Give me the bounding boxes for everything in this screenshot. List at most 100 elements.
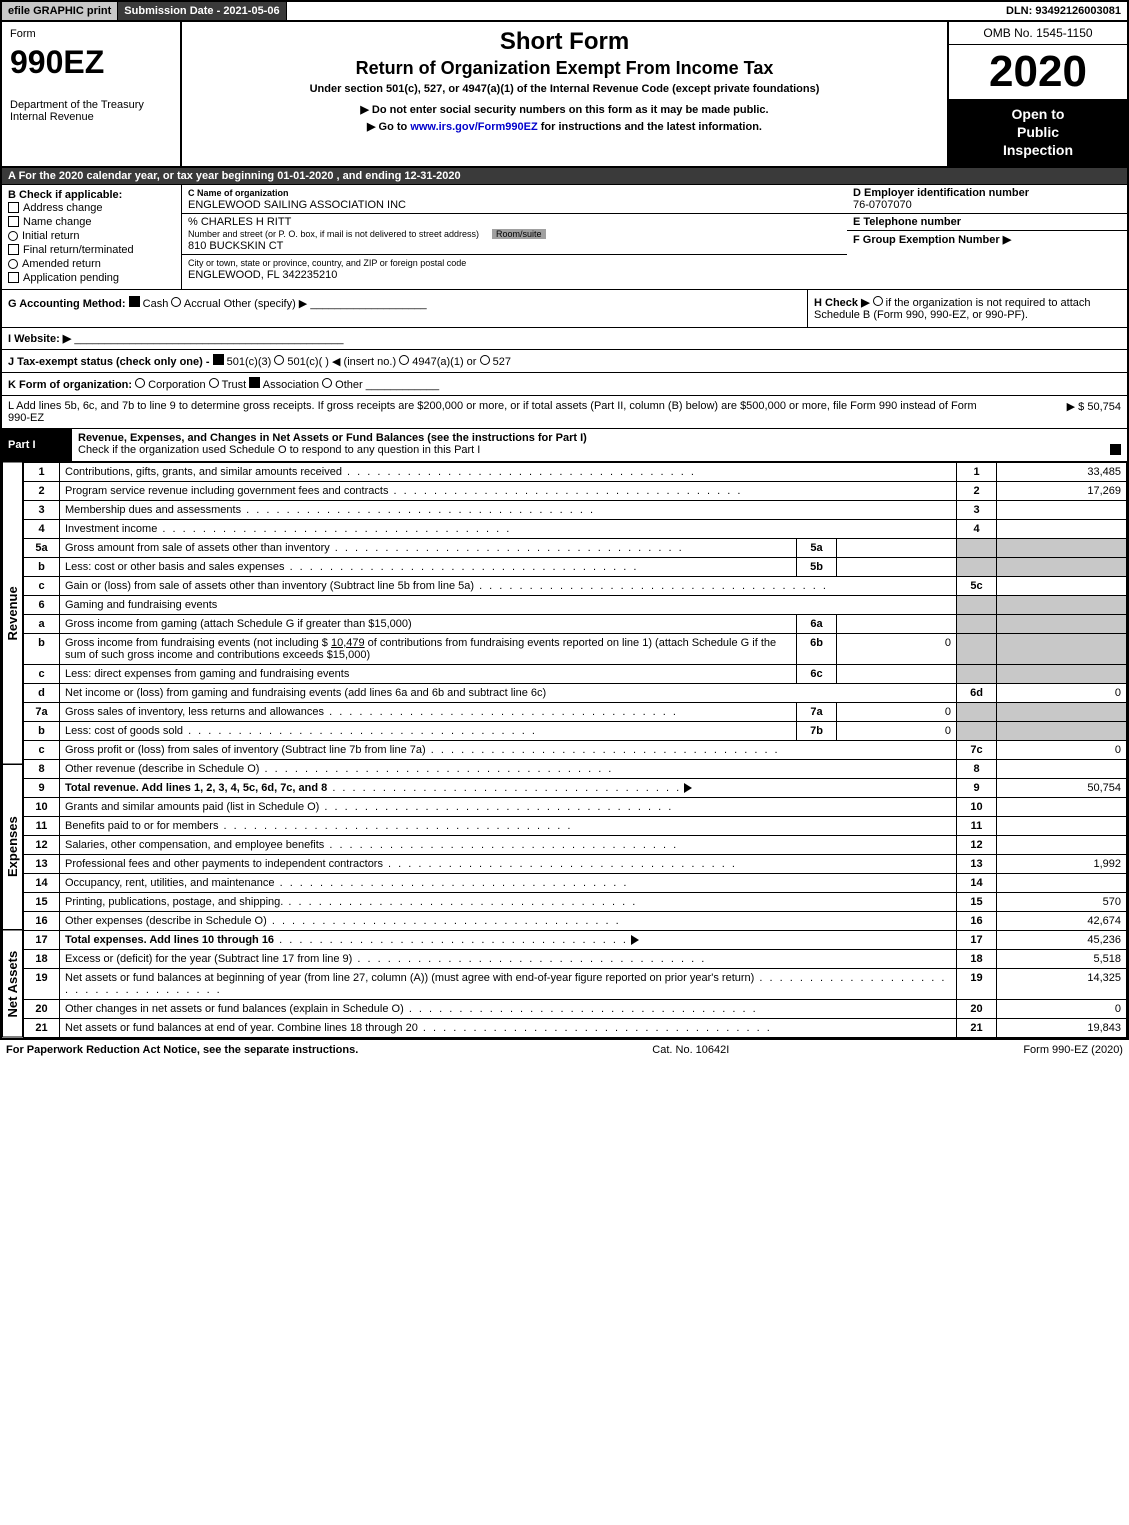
open-line1: Open to xyxy=(1012,106,1065,122)
group-exemption-label: F Group Exemption Number ▶ xyxy=(853,234,1011,246)
chk-corporation[interactable] xyxy=(135,378,145,388)
chk-cash[interactable] xyxy=(129,296,140,307)
line-5a: 5aGross amount from sale of assets other… xyxy=(24,538,1127,557)
goto-post: for instructions and the latest informat… xyxy=(541,121,762,133)
section-c-title: C Name of organization xyxy=(188,188,289,198)
chk-trust[interactable] xyxy=(209,378,219,388)
h-label: H Check ▶ xyxy=(814,297,870,309)
row-g-h: G Accounting Method: Cash Accrual Other … xyxy=(0,290,1129,328)
lbl-corporation: Corporation xyxy=(148,379,205,391)
line-4: 4Investment income4 xyxy=(24,519,1127,538)
org-name: ENGLEWOOD SAILING ASSOCIATION INC xyxy=(188,199,406,211)
dept-label: Department of the Treasury xyxy=(10,99,172,111)
line-16: 16Other expenses (describe in Schedule O… xyxy=(24,911,1127,930)
side-expenses: Expenses xyxy=(2,764,23,930)
line-6d: dNet income or (loss) from gaming and fu… xyxy=(24,683,1127,702)
footer-cat-no: Cat. No. 10642I xyxy=(652,1044,729,1056)
chk-association[interactable] xyxy=(249,377,260,388)
dln-label: DLN: 93492126003081 xyxy=(1000,2,1127,20)
chk-schedule-b[interactable] xyxy=(873,296,883,306)
chk-application-pending[interactable] xyxy=(8,272,19,283)
line-6b: bGross income from fundraising events (n… xyxy=(24,633,1127,664)
open-line3: Inspection xyxy=(1003,142,1073,158)
section-b-title: B Check if applicable: xyxy=(8,189,122,201)
ein-value: 76-0707070 xyxy=(853,199,912,211)
room-suite-label: Room/suite xyxy=(492,229,546,239)
footer-left: For Paperwork Reduction Act Notice, see … xyxy=(6,1044,358,1056)
row-a-tax-year: A For the 2020 calendar year, or tax yea… xyxy=(0,168,1129,185)
line-6b-amount: 10,479 xyxy=(331,637,365,649)
entity-block: B Check if applicable: Address change Na… xyxy=(0,185,1129,290)
chk-schedule-o[interactable] xyxy=(1110,444,1121,455)
lbl-name-change: Name change xyxy=(23,216,92,228)
chk-accrual[interactable] xyxy=(171,297,181,307)
care-of: % CHARLES H RITT xyxy=(188,216,291,228)
l-text: L Add lines 5b, 6c, and 7b to line 9 to … xyxy=(8,400,1001,424)
side-net-assets: Net Assets xyxy=(2,930,23,1038)
lbl-final-return: Final return/terminated xyxy=(23,244,134,256)
line-3: 3Membership dues and assessments3 xyxy=(24,500,1127,519)
sub-title: Under section 501(c), 527, or 4947(a)(1)… xyxy=(190,83,939,95)
street-address: 810 BUCKSKIN CT xyxy=(188,240,283,252)
lbl-501c3: 501(c)(3) xyxy=(227,356,272,368)
line-18: 18Excess or (deficit) for the year (Subt… xyxy=(24,949,1127,968)
side-revenue: Revenue xyxy=(2,462,23,765)
part1-check-text: Check if the organization used Schedule … xyxy=(78,444,480,456)
line-7c: cGross profit or (loss) from sales of in… xyxy=(24,740,1127,759)
chk-initial-return[interactable] xyxy=(8,231,18,241)
line-2: 2Program service revenue including gover… xyxy=(24,481,1127,500)
chk-address-change[interactable] xyxy=(8,202,19,213)
line-6: 6Gaming and fundraising events xyxy=(24,595,1127,614)
lbl-amended-return: Amended return xyxy=(22,258,101,270)
form-word: Form xyxy=(10,28,172,40)
lbl-4947: 4947(a)(1) or xyxy=(412,356,476,368)
line-6c: cLess: direct expenses from gaming and f… xyxy=(24,664,1127,683)
part1-body: Revenue Expenses Net Assets 1Contributio… xyxy=(0,462,1129,1040)
tax-year: 2020 xyxy=(949,45,1127,99)
line-19: 19Net assets or fund balances at beginni… xyxy=(24,968,1127,999)
line-20: 20Other changes in net assets or fund ba… xyxy=(24,999,1127,1018)
row-j: J Tax-exempt status (check only one) - 5… xyxy=(0,350,1129,373)
line-5b: bLess: cost or other basis and sales exp… xyxy=(24,557,1127,576)
line-13: 13Professional fees and other payments t… xyxy=(24,854,1127,873)
form-footer: For Paperwork Reduction Act Notice, see … xyxy=(0,1040,1129,1060)
efile-print-button[interactable]: efile GRAPHIC print xyxy=(2,2,118,20)
row-k: K Form of organization: Corporation Trus… xyxy=(0,373,1129,396)
j-label: J Tax-exempt status (check only one) - xyxy=(8,356,210,368)
chk-501c3[interactable] xyxy=(213,354,224,365)
form-number: 990EZ xyxy=(10,44,172,81)
line-12: 12Salaries, other compensation, and empl… xyxy=(24,835,1127,854)
line-7a: 7aGross sales of inventory, less returns… xyxy=(24,702,1127,721)
line-5c: cGain or (loss) from sale of assets othe… xyxy=(24,576,1127,595)
chk-name-change[interactable] xyxy=(8,216,19,227)
line-15: 15Printing, publications, postage, and s… xyxy=(24,892,1127,911)
lbl-application-pending: Application pending xyxy=(23,272,119,284)
long-title: Return of Organization Exempt From Incom… xyxy=(190,58,939,79)
ssn-warning: ▶ Do not enter social security numbers o… xyxy=(190,103,939,116)
omb-number: OMB No. 1545-1150 xyxy=(949,22,1127,45)
lbl-initial-return: Initial return xyxy=(22,230,79,242)
lbl-501c: 501(c)( ) ◀ (insert no.) xyxy=(287,356,396,368)
city-state-zip: ENGLEWOOD, FL 342235210 xyxy=(188,269,337,281)
chk-527[interactable] xyxy=(480,355,490,365)
city-label: City or town, state or province, country… xyxy=(188,258,466,268)
irs-label: Internal Revenue xyxy=(10,111,172,123)
lbl-accrual: Accrual xyxy=(184,298,221,310)
form-header: Form 990EZ Department of the Treasury In… xyxy=(0,22,1129,168)
goto-pre: ▶ Go to xyxy=(367,121,410,133)
chk-501c[interactable] xyxy=(274,355,284,365)
lbl-cash: Cash xyxy=(143,298,169,310)
l-value: ▶ $ 50,754 xyxy=(1001,400,1121,424)
line-8: 8Other revenue (describe in Schedule O)8 xyxy=(24,759,1127,778)
line-17: 17Total expenses. Add lines 10 through 1… xyxy=(24,930,1127,949)
part1-header-row: Part I Revenue, Expenses, and Changes in… xyxy=(0,429,1129,462)
goto-link[interactable]: www.irs.gov/Form990EZ xyxy=(410,121,537,133)
chk-amended-return[interactable] xyxy=(8,259,18,269)
chk-4947[interactable] xyxy=(399,355,409,365)
chk-final-return[interactable] xyxy=(8,244,19,255)
lbl-other-org: Other xyxy=(335,379,363,391)
chk-other-org[interactable] xyxy=(322,378,332,388)
line-1: 1Contributions, gifts, grants, and simil… xyxy=(24,462,1127,481)
footer-form-id: Form 990-EZ (2020) xyxy=(1023,1044,1123,1056)
line-10: 10Grants and similar amounts paid (list … xyxy=(24,797,1127,816)
